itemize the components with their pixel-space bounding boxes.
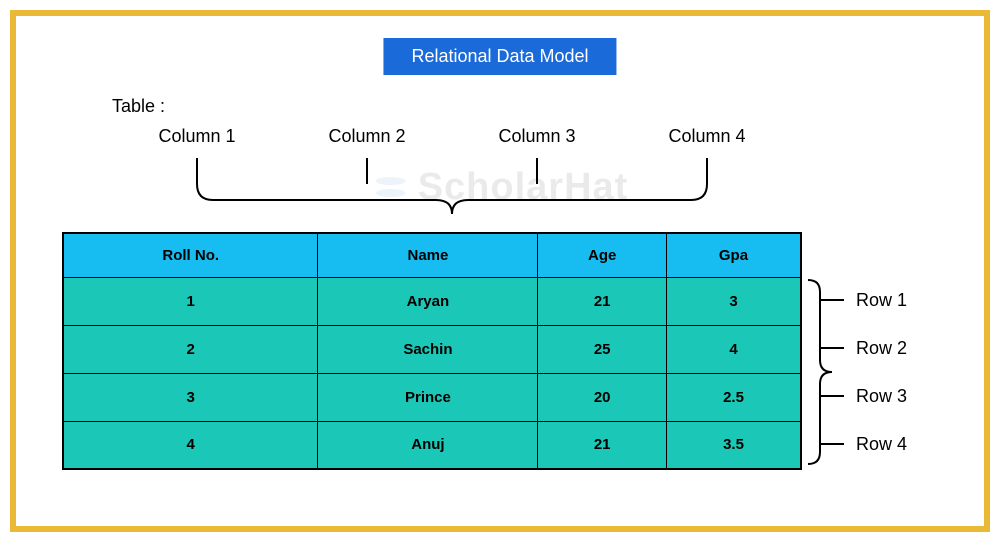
table-cell: 21 bbox=[538, 421, 667, 469]
table-cell: 3 bbox=[666, 277, 801, 325]
table-cell: 20 bbox=[538, 373, 667, 421]
table-cell: 2 bbox=[63, 325, 318, 373]
table-row: 4 Anuj 21 3.5 bbox=[63, 421, 801, 469]
table-cell: 2.5 bbox=[666, 373, 801, 421]
column-label: Column 3 bbox=[452, 126, 622, 147]
table-cell: 3.5 bbox=[666, 421, 801, 469]
row-labels: Row 1 Row 2 Row 3 Row 4 bbox=[856, 276, 907, 468]
table-cell: 21 bbox=[538, 277, 667, 325]
table-cell: Sachin bbox=[318, 325, 538, 373]
column-label: Column 4 bbox=[622, 126, 792, 147]
table-row: 3 Prince 20 2.5 bbox=[63, 373, 801, 421]
table-header: Roll No. bbox=[63, 233, 318, 277]
table-header: Name bbox=[318, 233, 538, 277]
column-bracket bbox=[112, 154, 792, 214]
data-table: Roll No. Name Age Gpa 1 Aryan 21 3 2 Sac… bbox=[62, 232, 802, 470]
row-label: Row 3 bbox=[856, 372, 907, 420]
row-label: Row 4 bbox=[856, 420, 907, 468]
table-cell: 25 bbox=[538, 325, 667, 373]
table-row: 1 Aryan 21 3 bbox=[63, 277, 801, 325]
table-cell: 4 bbox=[63, 421, 318, 469]
row-bracket bbox=[804, 276, 844, 468]
table-row: 2 Sachin 25 4 bbox=[63, 325, 801, 373]
table-label: Table : bbox=[112, 96, 165, 117]
title-text: Relational Data Model bbox=[411, 46, 588, 66]
title-bar: Relational Data Model bbox=[383, 38, 616, 75]
table-cell: 1 bbox=[63, 277, 318, 325]
column-label: Column 1 bbox=[112, 126, 282, 147]
table-header: Gpa bbox=[666, 233, 801, 277]
table-cell: Prince bbox=[318, 373, 538, 421]
column-labels: Column 1 Column 2 Column 3 Column 4 bbox=[112, 126, 792, 147]
column-label: Column 2 bbox=[282, 126, 452, 147]
table-cell: 4 bbox=[666, 325, 801, 373]
outer-frame: Relational Data Model Table : Column 1 C… bbox=[10, 10, 990, 532]
table-cell: 3 bbox=[63, 373, 318, 421]
table-header-row: Roll No. Name Age Gpa bbox=[63, 233, 801, 277]
table-cell: Aryan bbox=[318, 277, 538, 325]
row-label: Row 1 bbox=[856, 276, 907, 324]
row-label: Row 2 bbox=[856, 324, 907, 372]
table-cell: Anuj bbox=[318, 421, 538, 469]
table-header: Age bbox=[538, 233, 667, 277]
